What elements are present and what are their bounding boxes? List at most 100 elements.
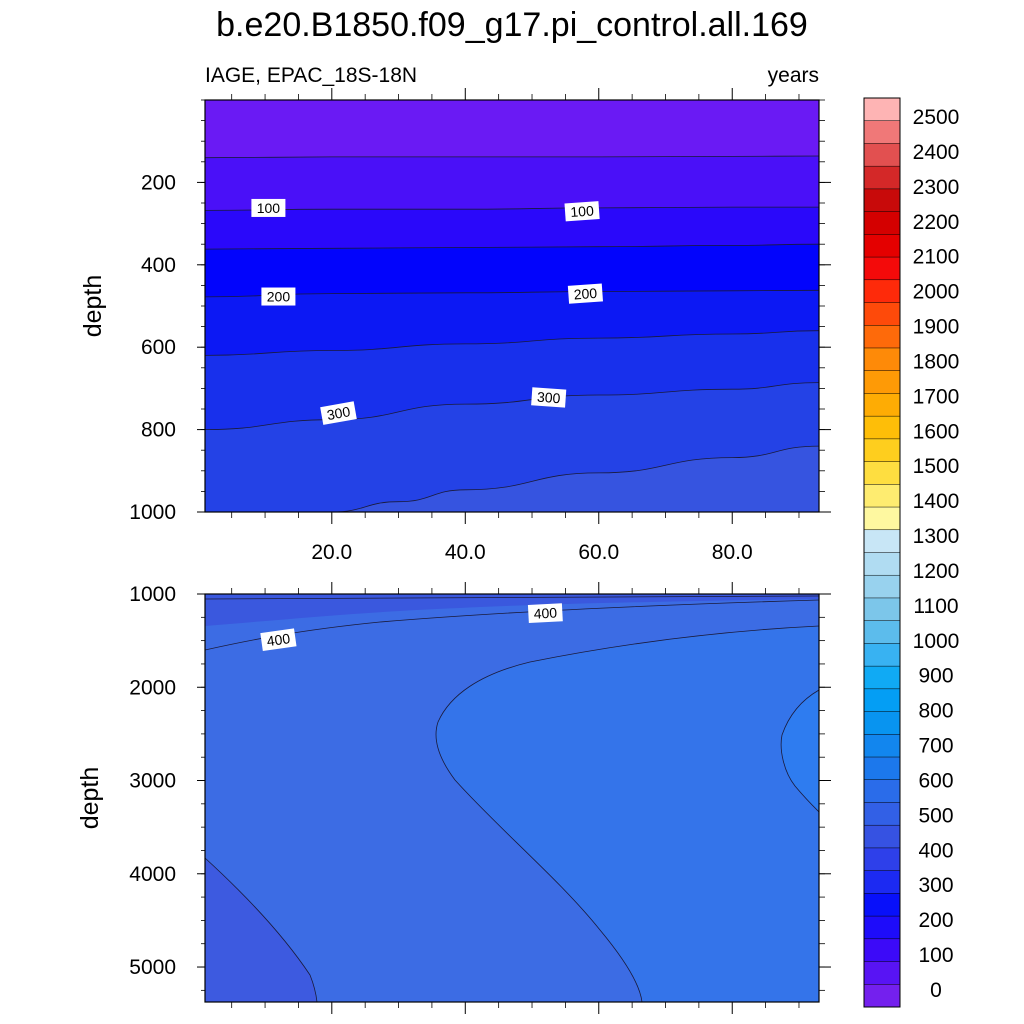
colorbar-label: 1800 (913, 350, 960, 373)
colorbar-swatch (864, 620, 900, 644)
colorbar-swatch (864, 325, 900, 349)
colorbar-swatch (864, 916, 900, 940)
upper-contour-lines (205, 155, 819, 512)
contour-label-box (564, 201, 600, 222)
colorbar: 2500240023002200210020001900180017001600… (863, 97, 960, 1008)
contour-label: 400 (527, 603, 563, 623)
upper-contour-line (331, 445, 819, 512)
colorbar-swatch (864, 438, 900, 462)
colorbar-swatch (864, 597, 900, 621)
upper-contour-labels: 100 100 200 200 300 300 (251, 198, 603, 425)
colorbar-swatch (864, 120, 900, 144)
upper-axes: 200 400 600 800 1000 20.0 40.0 60.0 80.0 (129, 88, 831, 564)
lower-right-wedge-band (435, 626, 819, 1002)
colorbar-label: 1300 (913, 525, 960, 548)
colorbar-swatch (864, 393, 900, 417)
colorbar-swatch (864, 302, 900, 326)
colorbar-swatch (864, 847, 900, 871)
colorbar-label: 700 (918, 735, 953, 758)
lower-panel: 1000 2000 3000 4000 5000 400 400 depth (76, 582, 831, 1014)
contour-label-text: 200 (573, 285, 598, 303)
colorbar-label: 1600 (913, 420, 960, 443)
upper-contour-line (205, 382, 819, 430)
colorbar-swatch (864, 416, 900, 440)
contour-label-box (531, 387, 567, 408)
colorbar-swatch (864, 961, 900, 985)
chart-subtitle-units: years (768, 64, 819, 87)
contour-label: 100 (564, 201, 600, 222)
colorbar-swatch (864, 347, 900, 371)
colorbar-swatch (864, 234, 900, 258)
colorbar-swatch (864, 938, 900, 962)
upper-contour-line (205, 155, 819, 159)
x-tick-label: 60.0 (578, 541, 619, 564)
contour-label: 400 (260, 628, 297, 651)
x-tick-label: 80.0 (712, 541, 753, 564)
contour-label: 100 (251, 198, 286, 217)
colorbar-label: 200 (918, 909, 953, 932)
colorbar-label: 500 (918, 804, 953, 827)
contour-label-box (527, 603, 563, 623)
colorbar-swatch (864, 779, 900, 803)
upper-band (331, 446, 819, 512)
colorbar-label: 1500 (913, 455, 960, 478)
lower-y-axis-label: depth (76, 767, 104, 830)
colorbar-label: 900 (918, 665, 953, 688)
colorbar-label: 2000 (913, 281, 960, 304)
colorbar-swatch (864, 166, 900, 190)
lower-top-band (205, 594, 819, 626)
contour-label-box (567, 283, 603, 304)
y-tick-label: 4000 (129, 863, 176, 886)
colorbar-label: 1200 (913, 560, 960, 583)
y-tick-label: 400 (141, 254, 176, 277)
colorbar-swatch (864, 484, 900, 508)
lower-contour-labels: 400 400 (260, 603, 563, 651)
colorbar-swatch (864, 870, 900, 894)
colorbar-label: 600 (918, 769, 953, 792)
y-tick-label: 1000 (129, 501, 176, 524)
colorbar-label: 1000 (913, 630, 960, 653)
colorbar-label: 2500 (913, 106, 960, 129)
y-tick-label: 1000 (129, 583, 176, 606)
colorbar-label: 2200 (913, 211, 960, 234)
lower-right-core-band (781, 690, 819, 812)
colorbar-swatch (864, 279, 900, 303)
lower-contour-line (780, 689, 819, 813)
contour-label-text: 100 (570, 202, 595, 220)
upper-y-axis-label: depth (79, 275, 107, 338)
colorbar-label: 300 (918, 874, 953, 897)
contour-label-text: 400 (533, 605, 557, 622)
upper-contour-line (205, 330, 819, 356)
contour-label: 300 (320, 401, 357, 425)
colorbar-label: 100 (918, 944, 953, 967)
lower-contour-line (205, 857, 318, 1002)
colorbar-swatch (864, 529, 900, 553)
colorbar-swatch (864, 188, 900, 212)
colorbar-swatch (864, 507, 900, 531)
lower-contour-bands (205, 594, 819, 1002)
x-tick-label: 20.0 (311, 541, 352, 564)
colorbar-swatch (864, 757, 900, 781)
upper-contour-bands (205, 100, 819, 512)
colorbar-label: 1700 (913, 385, 960, 408)
colorbar-swatch (864, 552, 900, 576)
lower-plot-frame (204, 593, 820, 1003)
colorbar-label: 400 (918, 839, 953, 862)
contour-label-text: 300 (536, 389, 561, 407)
colorbar-swatch (864, 575, 900, 599)
colorbar-swatch (864, 711, 900, 735)
colorbar-swatch (864, 802, 900, 826)
contour-label-box (251, 198, 286, 217)
y-tick-label: 2000 (129, 676, 176, 699)
upper-contour-line (205, 289, 819, 298)
colorbar-label: 1400 (913, 490, 960, 513)
y-tick-label: 5000 (129, 956, 176, 979)
colorbar-label: 0 (930, 979, 942, 1002)
contour-label: 200 (567, 283, 603, 304)
chart-subtitle-left: IAGE, EPAC_18S-18N (205, 64, 417, 87)
contour-label: 200 (261, 287, 296, 306)
y-tick-label: 800 (141, 419, 176, 442)
contour-label-text: 100 (257, 200, 281, 216)
